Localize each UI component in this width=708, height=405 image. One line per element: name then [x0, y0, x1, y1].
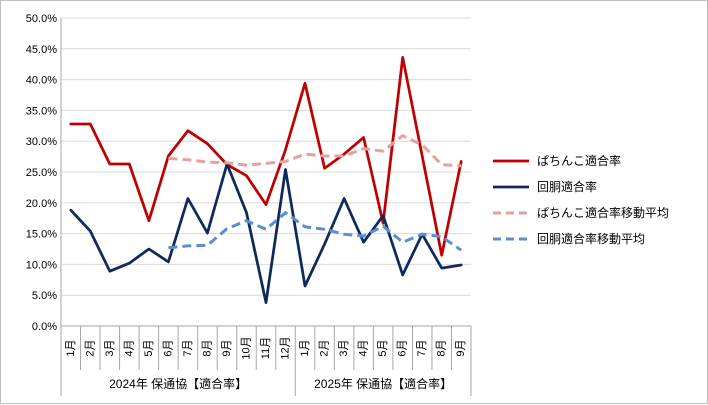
- axes: [60, 18, 472, 396]
- gridlines: [61, 17, 471, 296]
- x-tick-label: 5月: [377, 339, 389, 356]
- x-axis-tick-labels: 1月 2月 3月 4月 5月 6月 7月 8月 9月 10月 11月 12月 1月 2月 3月 4月 5月 6月 7…: [65, 336, 467, 359]
- x-tick-label: 4月: [123, 339, 135, 356]
- legend-label: 回胴適合率: [537, 179, 597, 194]
- x-tick-label: 2月: [84, 339, 96, 356]
- x-tick-label: 10月: [240, 336, 252, 359]
- series-line-2: [69, 162, 463, 304]
- x-tick-label: 4月: [358, 339, 370, 356]
- x-tick-label: 2月: [319, 339, 331, 356]
- y-tick-label: 10.0%: [26, 259, 57, 271]
- series-line-4: [168, 211, 463, 252]
- y-axis-tick-labels: 0.0% 5.0% 10.0% 15.0% 20.0% 25.0% 30.0% 35.0% 40…: [26, 13, 57, 333]
- x-tick-label: 6月: [162, 339, 174, 356]
- x-tick-label: 8月: [201, 339, 213, 356]
- y-tick-label: 50.0%: [26, 13, 57, 25]
- y-tick-label: 40.0%: [26, 75, 57, 87]
- x-tick-label: 7月: [416, 339, 428, 356]
- legend-label: 回胴適合率移動平均: [537, 231, 645, 246]
- y-tick-label: 45.0%: [26, 44, 57, 56]
- y-tick-label: 25.0%: [26, 167, 57, 179]
- series-lines: [69, 56, 463, 304]
- x-tick-label: 1月: [65, 339, 77, 356]
- y-tick-label: 20.0%: [26, 198, 57, 210]
- legend-label: ぱちんこ適合率移動平均: [537, 205, 669, 220]
- legend-label: ぱちんこ適合率: [537, 153, 621, 168]
- y-tick-label: 35.0%: [26, 105, 57, 117]
- x-tick-label: 9月: [221, 339, 233, 356]
- x-group-label: 2025年 保通協【適合率】: [314, 376, 452, 391]
- x-group-label: 2024年 保通協【適合率】: [109, 376, 247, 391]
- x-tick-label: 3月: [104, 339, 116, 356]
- x-axis-group-labels: 2024年 保通協【適合率】 2025年 保通協【適合率】: [109, 376, 452, 391]
- x-tick-label: 12月: [280, 336, 292, 359]
- x-tick-label: 1月: [299, 339, 311, 356]
- y-tick-label: 0.0%: [32, 321, 57, 333]
- y-tick-label: 30.0%: [26, 136, 57, 148]
- x-tick-label: 6月: [397, 339, 409, 356]
- series-line-1: [69, 56, 463, 257]
- y-tick-label: 5.0%: [32, 290, 57, 302]
- x-tick-label: 3月: [338, 339, 350, 356]
- y-tick-label: 15.0%: [26, 229, 57, 241]
- x-tick-label: 7月: [182, 339, 194, 356]
- series-line-3: [168, 134, 462, 168]
- x-tick-label: 9月: [455, 339, 467, 356]
- x-tick-label: 8月: [436, 339, 448, 356]
- x-tick-label: 5月: [143, 339, 155, 356]
- x-tick-label: 11月: [260, 337, 272, 359]
